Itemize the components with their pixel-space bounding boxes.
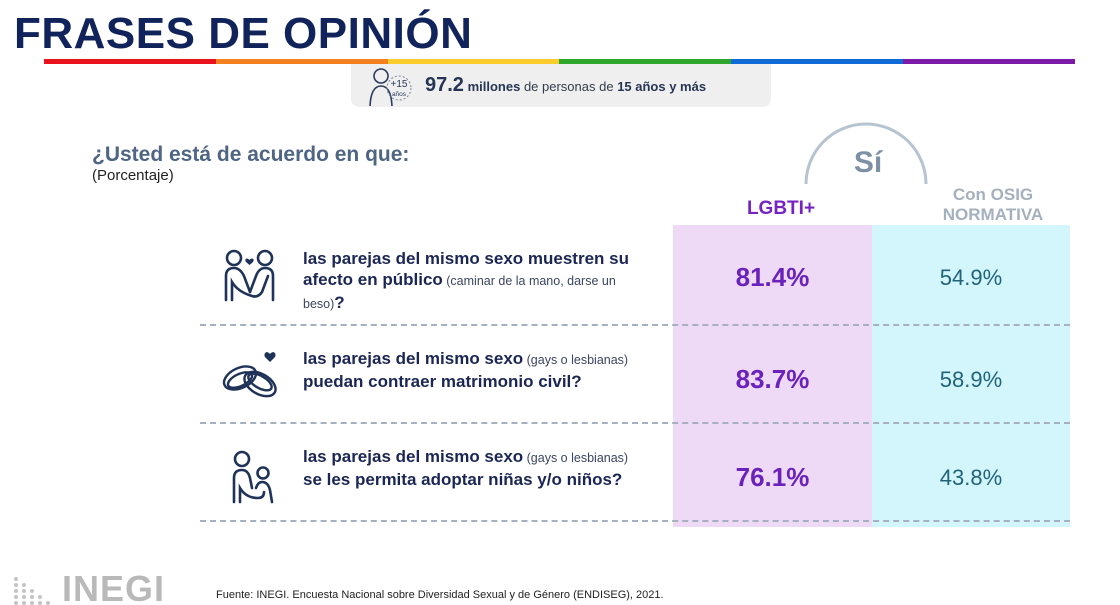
- row-label: las parejas del mismo sexo (gays o lesbi…: [303, 447, 629, 489]
- rainbow-segment-yellow: [387, 59, 560, 64]
- page-title: FRASES DE OPINIÓN: [14, 9, 473, 58]
- population-banner: +15 años 97.2 millones de personas de 15…: [351, 64, 771, 107]
- source-note: Fuente: INEGI. Encuesta Nacional sobre D…: [216, 589, 664, 601]
- population-text-mid: de personas de: [523, 79, 614, 94]
- column-header-osig: Con OSIG NORMATIVA: [918, 185, 1068, 225]
- inegi-logo-mark-icon: [14, 577, 50, 605]
- population-text: 97.2 millones de personas de 15 años y m…: [425, 74, 706, 97]
- row-divider: [200, 520, 1070, 522]
- inegi-logo: INEGI: [12, 568, 166, 605]
- value-lgbti: 76.1%: [735, 462, 810, 492]
- icon-badge: +15: [391, 79, 408, 90]
- rainbow-segment-orange: [215, 59, 388, 64]
- couple-holding-hands-heart-icon: [218, 246, 288, 306]
- question-unit: (Porcentaje): [92, 167, 174, 184]
- row-divider: [200, 422, 1070, 424]
- rainbow-segment-purple: [903, 59, 1075, 64]
- column-header-osig-line1: Con OSIG: [952, 185, 1034, 204]
- value-osig: 58.9%: [939, 367, 1003, 392]
- table-row: las parejas del mismo sexo muestren su a…: [200, 228, 1070, 326]
- si-arc-decoration: [804, 122, 928, 185]
- column-header-lgbti: LGBTI+: [746, 198, 816, 219]
- person-15-plus-icon: +15 años: [367, 66, 425, 106]
- row-label: las parejas del mismo sexo muestren su a…: [303, 249, 629, 312]
- rainbow-segment-green: [559, 59, 732, 64]
- value-osig: 54.9%: [939, 265, 1003, 290]
- wedding-rings-heart-icon: [218, 346, 288, 406]
- population-unit: millones: [467, 79, 521, 94]
- column-background-lgbti: [673, 225, 872, 527]
- icon-badge-sub: años: [392, 91, 407, 98]
- value-lgbti: 83.7%: [735, 364, 810, 394]
- value-osig: 43.8%: [939, 465, 1003, 490]
- adult-with-child-icon: [218, 448, 288, 508]
- value-lgbti: 81.4%: [735, 262, 810, 292]
- table-row: las parejas del mismo sexo (gays o lesbi…: [200, 424, 1070, 522]
- population-value: 97.2: [425, 74, 464, 96]
- row-divider: [200, 324, 1070, 326]
- row-label: las parejas del mismo sexo (gays o lesbi…: [303, 349, 629, 391]
- inegi-logo-text: INEGI: [62, 568, 166, 605]
- group-label-si: Sí: [853, 146, 883, 179]
- column-background-osig: [872, 225, 1070, 527]
- column-header-osig-line2: NORMATIVA: [942, 205, 1044, 224]
- table-row: las parejas del mismo sexo (gays o lesbi…: [200, 326, 1070, 424]
- rainbow-segment-blue: [731, 59, 904, 64]
- question-text: ¿Usted está de acuerdo en que:: [92, 143, 410, 166]
- question-block: ¿Usted está de acuerdo en que: (Porcenta…: [92, 143, 409, 185]
- rainbow-segment-red: [44, 59, 216, 64]
- population-text-bold: 15 años y más: [617, 79, 707, 94]
- rainbow-underline: [44, 59, 1075, 64]
